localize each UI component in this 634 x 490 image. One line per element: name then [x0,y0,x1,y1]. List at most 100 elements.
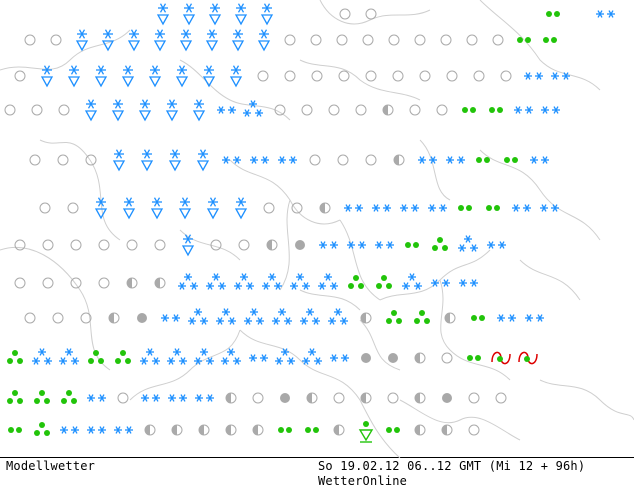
snow-shower-icon [122,197,136,220]
clear-circle-icon [466,34,478,46]
clear-circle-icon [24,312,36,324]
clear-circle-icon [98,239,110,251]
snow-icon [375,241,394,249]
overcast-dot-icon [295,240,305,250]
clear-circle-icon [362,34,374,46]
rain-icon [467,355,481,361]
clear-circle-icon [85,154,97,166]
heavy-rain-icon [386,310,402,324]
snow-shower-icon [234,3,248,26]
rain-shower-icon [358,421,374,443]
heavy-snow-icon [458,235,478,252]
clear-circle-icon [263,202,275,214]
snow-icon [344,204,363,212]
coastline-west [0,29,241,401]
clear-circle-icon [338,70,350,82]
clear-circle-icon [387,392,399,404]
rain-icon [278,427,292,433]
half-cloud-icon [225,392,237,404]
rain-icon [546,11,560,17]
half-cloud-icon [171,424,183,436]
snow-shower-icon [231,29,245,52]
half-cloud-icon [144,424,156,436]
snow-icon [524,72,543,80]
heavy-rain-icon [7,390,23,404]
clear-circle-icon [500,70,512,82]
clear-circle-icon [70,239,82,251]
clear-circle-icon [67,202,79,214]
half-cloud-icon [319,202,331,214]
heavy-snow-icon [194,348,214,365]
snow-shower-icon [138,99,152,122]
clear-circle-icon [39,202,51,214]
snow-shower-icon [84,99,98,122]
snow-icon [250,156,269,164]
heavy-snow-icon [140,348,160,365]
half-cloud-icon [333,424,345,436]
clear-circle-icon [57,154,69,166]
clear-circle-icon [492,34,504,46]
rain-icon [462,107,476,113]
heavy-rain-icon [376,275,392,289]
clear-circle-icon [42,239,54,251]
snow-icon [319,241,338,249]
clear-circle-icon [301,104,313,116]
snow-icon [431,279,450,287]
snow-shower-icon [181,234,195,257]
half-cloud-icon [252,424,264,436]
rain-icon [489,107,503,113]
snow-icon [161,314,180,322]
clear-circle-icon [468,424,480,436]
clear-circle-icon [117,392,129,404]
snow-shower-icon [208,3,222,26]
clear-circle-icon [70,277,82,289]
weather-map [0,0,634,458]
half-cloud-icon [444,312,456,324]
snow-icon [249,354,268,362]
half-cloud-icon [154,277,166,289]
clear-circle-icon [336,34,348,46]
snow-shower-icon [175,65,189,88]
overcast-dot-icon [280,393,290,403]
snow-icon [541,106,560,114]
heavy-snow-icon [243,100,263,117]
heavy-snow-icon [178,273,198,290]
clear-circle-icon [446,70,458,82]
clear-circle-icon [274,104,286,116]
heavy-rain-icon [348,275,364,289]
rain-icon [405,242,419,248]
snow-icon [114,426,133,434]
brand-label: WetterOnline [318,474,408,488]
coastline-south [239,329,634,458]
clear-circle-icon [4,104,16,116]
snow-shower-icon [182,3,196,26]
clear-circle-icon [80,312,92,324]
clear-circle-icon [210,239,222,251]
clear-circle-icon [388,34,400,46]
clear-circle-icon [311,70,323,82]
snow-icon [596,10,615,18]
clear-circle-icon [42,277,54,289]
snow-shower-icon [75,29,89,52]
overcast-dot-icon [388,353,398,363]
snow-icon [141,394,160,402]
clear-circle-icon [14,70,26,82]
overcast-dot-icon [361,353,371,363]
freezing-rain-icon [491,351,511,365]
clear-circle-icon [238,239,250,251]
clear-circle-icon [440,34,452,46]
snow-shower-icon [178,197,192,220]
heavy-snow-icon [221,348,241,365]
half-cloud-icon [382,104,394,116]
rain-icon [8,427,22,433]
snow-icon [347,241,366,249]
snow-icon [222,156,241,164]
snow-shower-icon [192,99,206,122]
snow-shower-icon [234,197,248,220]
clear-circle-icon [337,154,349,166]
clear-circle-icon [309,154,321,166]
snow-icon [418,156,437,164]
heavy-snow-icon [32,348,52,365]
clear-circle-icon [31,104,43,116]
coastline-north [179,0,601,121]
